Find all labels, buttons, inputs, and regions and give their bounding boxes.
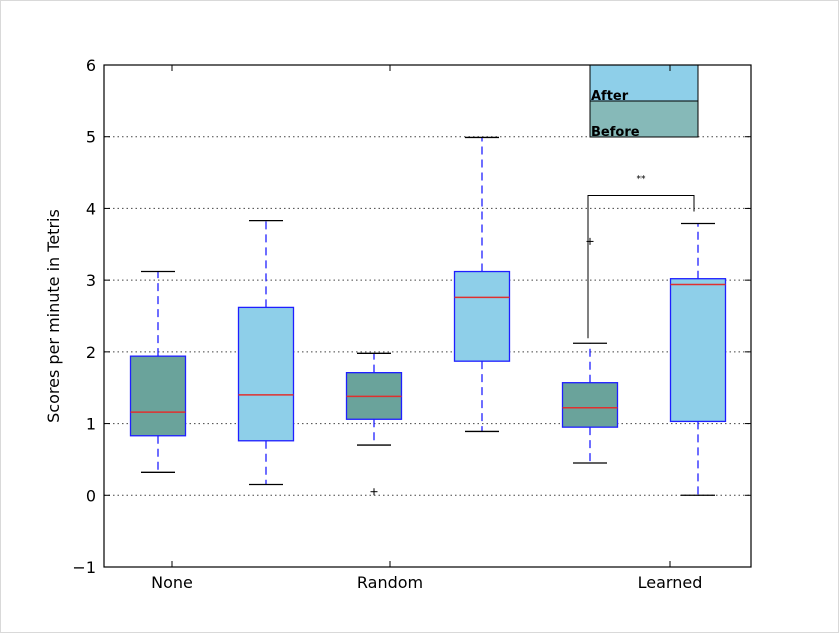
x-tick-label: Learned <box>638 573 703 592</box>
box-learned-after <box>669 222 727 496</box>
box-body <box>453 270 511 362</box>
y-tick-label: −1 <box>72 558 96 577</box>
legend: After Before <box>589 64 699 140</box>
box-body <box>561 382 619 428</box>
box-none-before <box>129 270 187 473</box>
box-none-after <box>237 219 295 486</box>
x-tick-label: Random <box>357 573 423 592</box>
y-tick-label: 5 <box>86 128 96 147</box>
box-body <box>669 278 727 423</box>
grid-lines <box>104 136 751 496</box>
y-tick-label: 1 <box>86 415 96 434</box>
box-body <box>129 355 187 437</box>
y-tick-label: 0 <box>86 486 96 505</box>
boxes <box>129 136 727 496</box>
y-tick-label: 3 <box>86 271 96 290</box>
box-random-before <box>345 352 403 496</box>
legend-swatch-after <box>589 64 699 102</box>
legend-label-before: Before <box>591 125 640 140</box>
significance-annotation: ** <box>587 175 695 339</box>
box-learned-before <box>561 237 619 464</box>
axis-ticks: −1 0 1 2 3 4 5 6 None Random Learned <box>72 56 751 592</box>
significance-label: ** <box>637 175 647 185</box>
legend-label-after: After <box>591 89 629 104</box>
x-tick-label: None <box>151 573 193 592</box>
axes-frame <box>103 64 752 568</box>
significance-bracket <box>587 195 695 339</box>
y-tick-label: 2 <box>86 343 96 362</box>
box-body <box>237 306 295 442</box>
y-tick-label: 6 <box>86 56 96 75</box>
y-tick-label: 4 <box>86 199 96 218</box>
legend-swatch-before <box>589 100 699 138</box>
y-axis-label: Scores per minute in Tetris <box>44 209 63 423</box>
box-random-after <box>453 136 511 433</box>
